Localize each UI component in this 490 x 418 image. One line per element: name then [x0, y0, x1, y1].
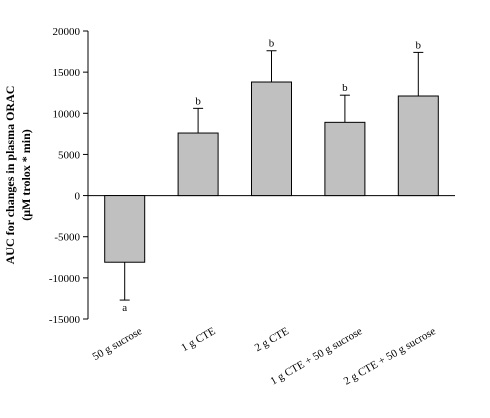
y-tick-label: 10000 — [53, 108, 81, 120]
y-tick-label: 0 — [75, 191, 81, 203]
significance-letter: b — [195, 95, 201, 107]
x-tick-label: 1 g CTE — [179, 325, 218, 354]
significance-letter: b — [342, 82, 348, 94]
x-tick-label: 50 g sucrose — [91, 325, 145, 363]
bar — [177, 132, 219, 197]
y-axis-label-line2: (μM trolox * min) — [19, 129, 33, 221]
bar — [324, 121, 366, 197]
bar — [104, 195, 146, 263]
y-tick-label: 15000 — [53, 67, 81, 79]
bar — [397, 95, 439, 197]
significance-letter: a — [122, 302, 127, 314]
significance-letter: b — [416, 39, 422, 51]
bar — [251, 81, 292, 197]
y-tick-label: 20000 — [53, 26, 81, 38]
y-axis-label-line1: AUC for changes in plasma ORAC — [3, 86, 17, 265]
y-tick-label: -10000 — [49, 273, 81, 285]
plot-area: -15000 -10000 -5000 0 5000 10000 15000 20000 a 50… — [49, 26, 455, 388]
y-tick-label: 5000 — [58, 149, 81, 161]
y-tick-label: -15000 — [49, 314, 81, 326]
significance-letter: b — [269, 38, 275, 50]
x-tick-label: 2 g CTE — [253, 325, 292, 354]
y-tick-label: -5000 — [54, 232, 80, 244]
